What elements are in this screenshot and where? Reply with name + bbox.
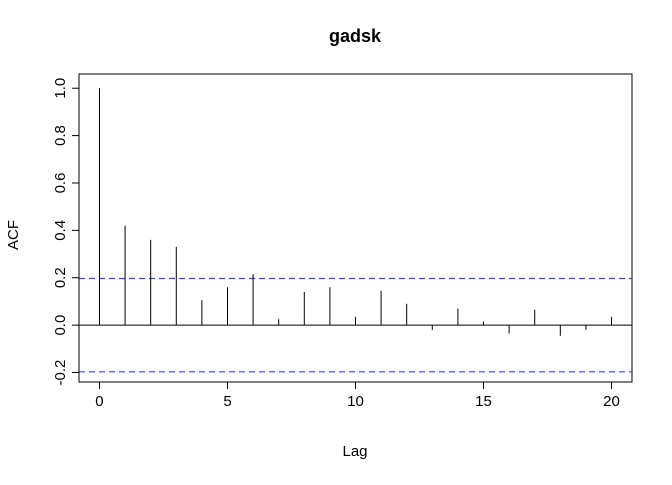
y-tick-label-6: 1.0 xyxy=(52,78,69,99)
chart-marks: 0 5 10 15 20 -0.2 0.0 0.2 0.4 0.6 0.8 1.0 xyxy=(52,78,632,410)
y-tick-label-2: 0.2 xyxy=(52,267,69,288)
y-axis-label: ACF xyxy=(5,220,22,250)
y-tick-label-0: -0.2 xyxy=(52,360,69,386)
x-axis-label: Lag xyxy=(342,443,367,460)
x-tick-label-20: 20 xyxy=(603,393,620,410)
chart-title: gadsk xyxy=(329,26,382,46)
x-tick-label-10: 10 xyxy=(347,393,364,410)
y-tick-label-3: 0.4 xyxy=(52,220,69,241)
plot-frame xyxy=(78,73,633,383)
y-tick-label-1: 0.0 xyxy=(52,315,69,336)
y-tick-label-4: 0.6 xyxy=(52,173,69,194)
x-tick-label-15: 15 xyxy=(475,393,492,410)
x-tick-label-0: 0 xyxy=(95,393,103,410)
x-tick-label-5: 5 xyxy=(223,393,231,410)
y-tick-label-5: 0.8 xyxy=(52,125,69,146)
